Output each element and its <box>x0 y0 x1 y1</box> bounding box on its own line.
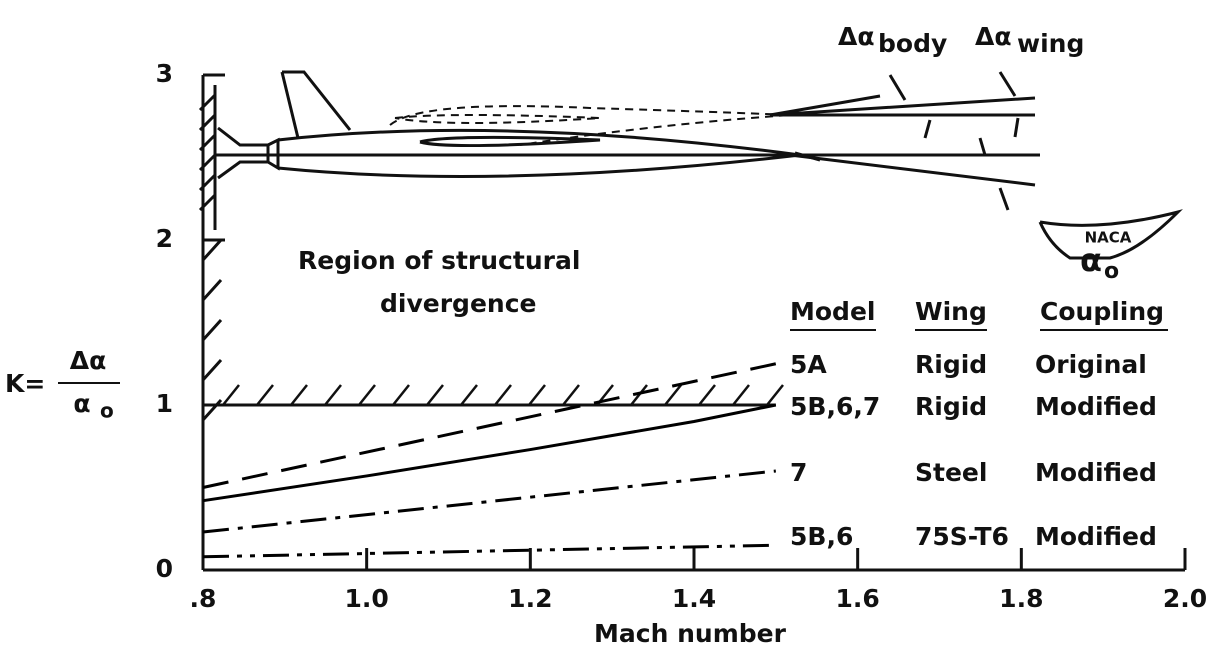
boundary-hatch <box>528 384 546 406</box>
legend-model: 5A <box>790 350 827 379</box>
boundary-hatch <box>630 384 648 406</box>
y-label-num: Δα <box>70 346 107 375</box>
y-tick-label: 0 <box>156 554 173 583</box>
boundary-hatch <box>392 384 410 406</box>
legend-wing: Rigid <box>915 350 987 379</box>
boundary-hatch <box>766 384 784 406</box>
series-line <box>202 362 777 489</box>
axis-hatch <box>201 238 223 262</box>
annotation: o <box>1104 259 1119 284</box>
boundary-hatch <box>324 384 342 406</box>
y-label-den: α <box>73 389 90 418</box>
annotation: wing <box>1017 29 1084 58</box>
annotation: divergence <box>380 289 536 318</box>
x-tick-label: 1.8 <box>999 584 1043 613</box>
x-tick-label: 2.0 <box>1163 584 1207 613</box>
legend-coupling: Modified <box>1035 458 1157 487</box>
y-label-den-sub: o <box>100 399 114 423</box>
boundary-hatch <box>562 384 580 406</box>
axis-hatch <box>201 398 223 422</box>
legend-coupling: Original <box>1035 350 1147 379</box>
y-tick-label: 1 <box>156 389 173 418</box>
series-line <box>202 469 776 534</box>
boundary-hatch <box>664 384 682 406</box>
boundary-hatch <box>358 384 376 406</box>
y-label-prefix: K= <box>5 369 45 398</box>
x-tick-label: 1.2 <box>508 584 552 613</box>
y-tick-label: 2 <box>156 224 173 253</box>
legend-coupling: Modified <box>1035 522 1157 551</box>
x-tick-label: 1.4 <box>672 584 716 613</box>
boundary-hatch <box>290 384 308 406</box>
boundary-hatch <box>732 384 750 406</box>
series-line <box>202 543 776 559</box>
x-tick-label: 1.6 <box>836 584 880 613</box>
annotation: Region of structural <box>298 246 580 275</box>
axis-hatch <box>201 318 223 342</box>
annotation: Δα <box>975 22 1012 51</box>
boundary-hatch <box>426 384 444 406</box>
y-tick-label: 3 <box>156 59 173 88</box>
table-header: Wing <box>915 297 987 326</box>
legend-coupling: Modified <box>1035 392 1157 421</box>
x-tick-label: 1.0 <box>345 584 389 613</box>
table-header: Model <box>790 297 875 326</box>
annotation: Δα <box>838 22 875 51</box>
annotation: α <box>1080 241 1102 279</box>
boundary-hatch <box>494 384 512 406</box>
logo: NACA <box>1085 229 1132 247</box>
table-header: Coupling <box>1040 297 1164 326</box>
boundary-hatch <box>698 384 716 406</box>
series-line <box>202 403 777 503</box>
legend-model: 5B,6 <box>790 522 853 551</box>
legend-wing: Steel <box>915 458 987 487</box>
axis-hatch <box>201 278 223 302</box>
x-axis-label: Mach number <box>594 619 787 648</box>
legend-model: 7 <box>790 458 807 487</box>
boundary-hatch <box>460 384 478 406</box>
aircraft-sketch <box>198 70 1183 260</box>
legend-wing: 75S-T6 <box>915 522 1009 551</box>
legend-wing: Rigid <box>915 392 987 421</box>
axis-hatch <box>201 358 223 382</box>
legend-model: 5B,6,7 <box>790 392 880 421</box>
boundary-hatch <box>222 384 240 406</box>
x-tick-label: .8 <box>190 584 217 613</box>
annotation: body <box>878 29 947 58</box>
boundary-hatch <box>256 384 274 406</box>
